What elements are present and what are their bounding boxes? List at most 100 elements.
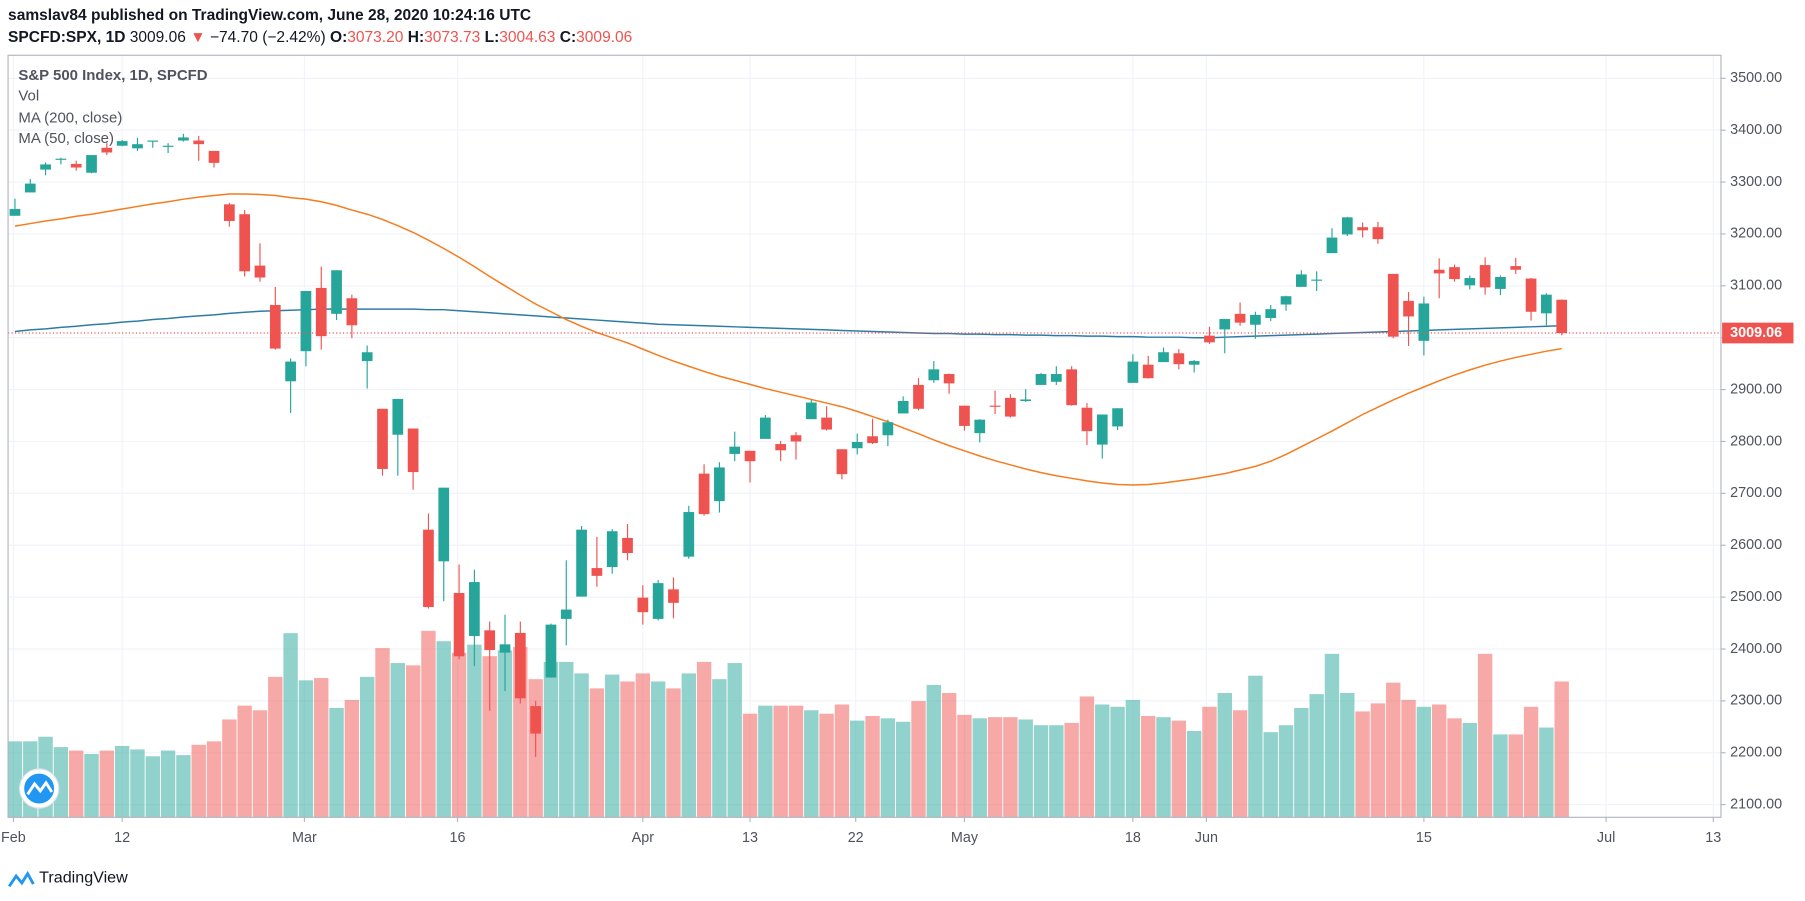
volume-bar: [727, 663, 742, 818]
volume-bar: [176, 755, 191, 818]
x-tick-label: Mar: [292, 830, 317, 846]
candle-body: [1387, 273, 1399, 337]
candle-body: [1096, 414, 1108, 445]
candle-body: [1234, 313, 1246, 323]
candle-body: [132, 144, 143, 149]
volume-bar: [1386, 682, 1401, 818]
y-tick-label: 2400.00: [1730, 641, 1782, 657]
volume-bar: [1447, 718, 1462, 818]
candle-body: [1173, 353, 1185, 365]
volume-bar: [1095, 704, 1110, 818]
volume-bar: [850, 720, 865, 818]
candle-body: [1112, 408, 1123, 427]
candle-body: [775, 444, 787, 451]
volume-bar: [1232, 710, 1248, 818]
volume-bar: [895, 721, 911, 818]
x-tick-label: Jun: [1195, 830, 1218, 846]
volume-bar: [1141, 716, 1156, 818]
y-tick-label: 3100.00: [1730, 278, 1782, 294]
candle-body: [1311, 279, 1323, 281]
candle-body: [346, 298, 358, 326]
change: −74.70 (−2.42%): [210, 29, 326, 46]
candle-body: [744, 450, 756, 462]
volume-bar: [145, 756, 160, 818]
volume-bar: [1049, 725, 1064, 818]
candle-body: [989, 405, 1001, 407]
brand: TradingView: [39, 869, 128, 887]
volume-bar: [1554, 681, 1569, 818]
volume-bar: [467, 644, 482, 818]
x-tick-label: 12: [114, 830, 130, 846]
candle-body: [24, 183, 36, 193]
candle-body: [1081, 407, 1093, 432]
candle-body: [1541, 294, 1552, 314]
x-tick-label: 15: [1416, 830, 1432, 846]
candle-body: [622, 537, 633, 554]
volume-bar: [1202, 706, 1217, 818]
volume-bar: [1156, 717, 1171, 818]
volume-bar: [1401, 699, 1416, 818]
candle-body: [331, 270, 342, 314]
volume-bar: [451, 652, 467, 818]
candle-body: [759, 417, 771, 439]
candle-body: [1341, 217, 1353, 235]
volume-bar: [773, 705, 788, 818]
symbol: SPCFD:SPX, 1D: [8, 29, 125, 46]
candle-body: [1127, 361, 1139, 383]
volume-bar: [1125, 699, 1141, 818]
pane-border: [7, 54, 1722, 818]
candle-body: [438, 487, 450, 562]
volume-bar: [390, 663, 406, 818]
volume-bar: [1248, 675, 1263, 818]
volume-bar: [114, 745, 130, 818]
legend-ma50: MA (50, close): [18, 130, 114, 147]
volume-bar: [957, 714, 972, 818]
volume-bar: [69, 750, 84, 818]
candle-body: [851, 441, 863, 449]
volume-bar: [712, 679, 727, 818]
volume-bar: [130, 749, 145, 818]
ma-line: [14, 193, 1562, 486]
candle-body: [729, 446, 741, 454]
volume-bar: [421, 630, 436, 818]
publisher: samslav84 published on TradingView.com, …: [8, 7, 531, 24]
volume-bar: [696, 661, 712, 818]
candle-body: [683, 512, 695, 557]
legend-vol: Vol: [18, 88, 39, 105]
candle-body: [9, 209, 21, 216]
volume-bar: [497, 650, 513, 818]
volume-bar: [298, 680, 314, 818]
volume-bar: [880, 718, 896, 818]
l-label: L:: [485, 29, 500, 46]
chart-logo: [18, 768, 60, 809]
x-tick-label: 22: [848, 830, 864, 846]
x-tick-label: 13: [742, 830, 758, 846]
candle-body: [40, 164, 51, 170]
candle-body: [269, 305, 281, 349]
candle-body: [790, 435, 802, 442]
y-tick-label: 2300.00: [1730, 693, 1782, 709]
candle-body: [469, 582, 480, 637]
candle-body: [668, 589, 679, 603]
candle-body: [1250, 314, 1261, 325]
candle-body: [70, 163, 82, 168]
volume-bar: [972, 718, 987, 818]
candle-body: [392, 398, 404, 435]
y-tick-label: 2500.00: [1730, 589, 1782, 605]
y-tick-label: 2600.00: [1730, 537, 1782, 553]
volume-bar: [926, 684, 942, 818]
volume-bar: [1033, 725, 1049, 818]
candle-layer: [8, 133, 1721, 757]
last-price-box: [1722, 322, 1794, 344]
candle-body: [453, 592, 465, 657]
candle-body: [1357, 227, 1368, 231]
volume-bar: [543, 661, 559, 818]
volume-bar: [1110, 706, 1125, 818]
volume-bar: [559, 661, 574, 818]
volume-bar: [742, 713, 758, 818]
candle-body: [560, 609, 572, 619]
volume-bar: [819, 713, 834, 818]
volume-bar: [589, 688, 605, 818]
